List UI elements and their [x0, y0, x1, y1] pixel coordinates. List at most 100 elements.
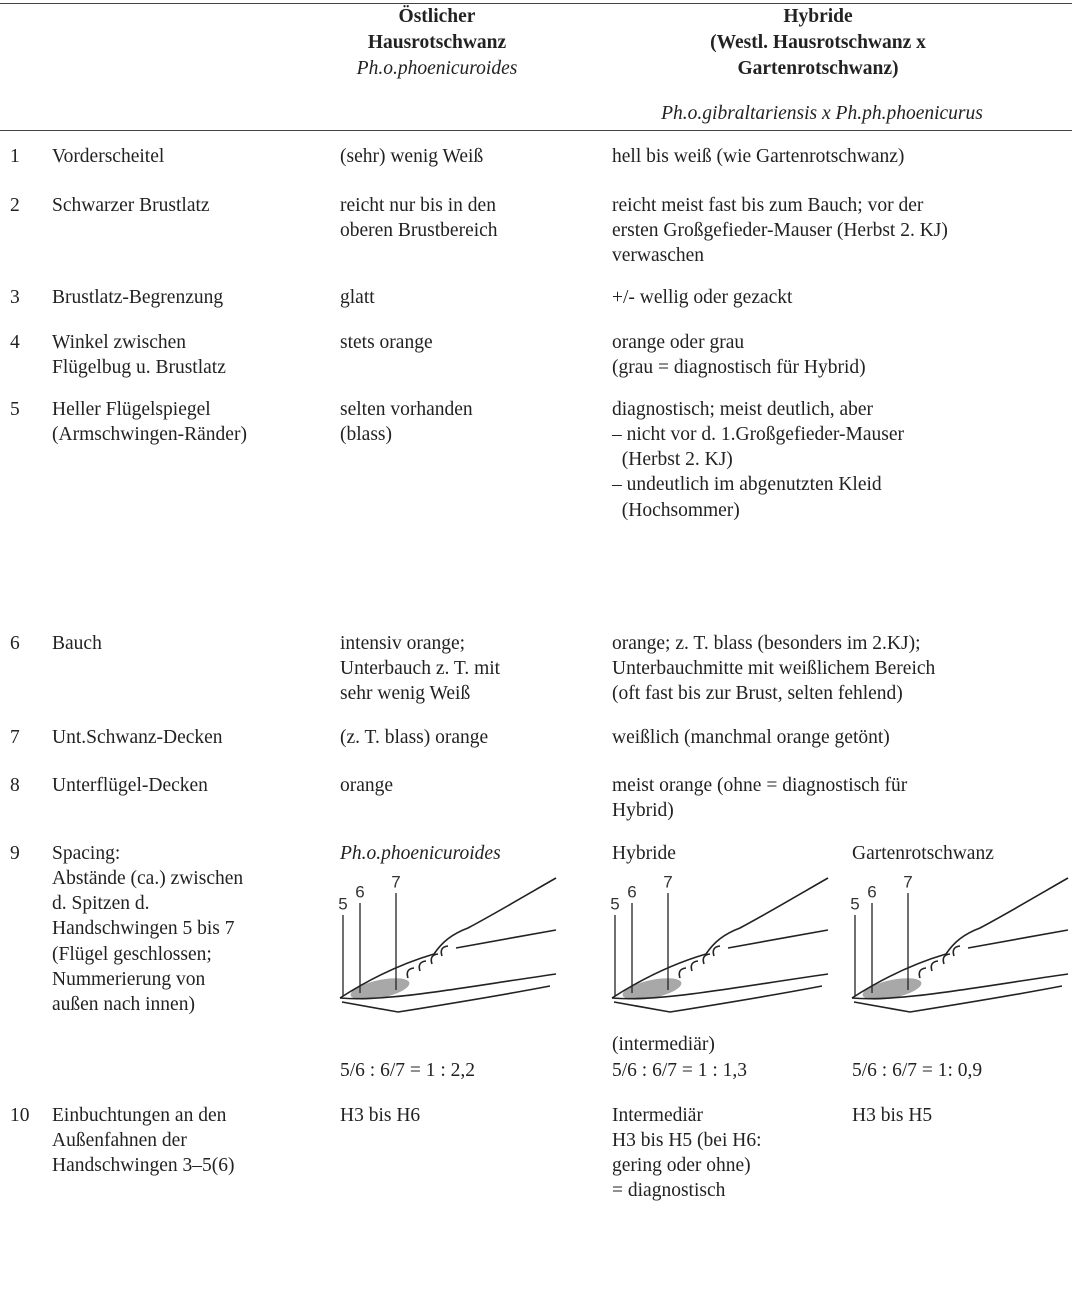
cell-feature: Einbuchtungen an den [52, 1103, 226, 1128]
cell-hybrid: hell bis weiß (wie Gartenrotschwanz) [612, 144, 904, 169]
wing-outline [456, 930, 556, 948]
cell-feature: außen nach innen) [52, 992, 195, 1017]
cell-feature: Flügelbug u. Brustlatz [52, 355, 226, 380]
wing-outline [340, 878, 556, 998]
page: ÖstlicherHausrotschwanzPh.o.phoenicuroid… [0, 0, 1072, 1290]
primary-number: 7 [663, 872, 672, 891]
cell-hybrid: +/- wellig oder gezackt [612, 285, 792, 310]
cell-eastern: sehr wenig Weiß [340, 681, 470, 706]
cell-hybrid: orange; z. T. blass (besonders im 2.KJ); [612, 631, 921, 656]
cell-eastern: reicht nur bis in den [340, 193, 496, 218]
header-title: Östlicher [399, 4, 476, 29]
cell-eastern: (blass) [340, 422, 392, 447]
cell-hybrid: gering oder ohne) [612, 1153, 751, 1178]
wing-outline [968, 930, 1068, 948]
header-title: Gartenrotschwanz) [737, 56, 898, 81]
spacing-label: Gartenrotschwanz [852, 841, 994, 866]
header-rule [0, 130, 1072, 131]
cell-feature: Spacing: [52, 841, 120, 866]
cell-feature: (Armschwingen-Ränder) [52, 422, 247, 447]
cell-hybrid: weißlich (manchmal orange getönt) [612, 725, 890, 750]
header-title: (Westl. Hausrotschwanz x [710, 30, 926, 55]
wing-patch [621, 974, 683, 1004]
cell-feature: Unt.Schwanz-Decken [52, 725, 223, 750]
wing-feathers [407, 946, 448, 978]
cell-feature: Unterflügel-Decken [52, 773, 208, 798]
cell-hybrid: (oft fast bis zur Brust, selten fehlend) [612, 681, 903, 706]
wing-outline [852, 878, 1068, 998]
cell-hybrid: meist orange (ohne = diagnostisch für [612, 773, 907, 798]
primary-number: 5 [338, 894, 347, 913]
cell-eastern: (z. T. blass) orange [340, 725, 488, 750]
wing-illustration: 567 [338, 870, 558, 1030]
wing-feathers [919, 946, 960, 978]
cell-hybrid: – undeutlich im abgenutzten Kleid [612, 472, 882, 497]
header-latin: Ph.o.phoenicuroides [357, 56, 518, 81]
cell-feature: Brustlatz-Begrenzung [52, 285, 223, 310]
cell-eastern: stets orange [340, 330, 433, 355]
primary-number: 6 [867, 882, 876, 901]
wing-patch [861, 974, 923, 1004]
cell-hybrid: – nicht vor d. 1.Großgefieder-Mauser [612, 422, 904, 447]
cell-feature: Schwarzer Brustlatz [52, 193, 210, 218]
primary-number: 7 [903, 872, 912, 891]
cell-hybrid: diagnostisch; meist deutlich, aber [612, 397, 873, 422]
wing-feathers [679, 946, 720, 978]
cell-hybrid: orange oder grau [612, 330, 744, 355]
cell-hybrid: (grau = diagnostisch für Hybrid) [612, 355, 866, 380]
row-number: 2 [10, 193, 20, 218]
cell-feature: Handschwingen 3–5(6) [52, 1153, 235, 1178]
cell-hybrid: Unterbauchmitte mit weißlichem Bereich [612, 656, 935, 681]
row-number: 5 [10, 397, 20, 422]
row-number: 9 [10, 841, 20, 866]
cell-hybrid: reicht meist fast bis zum Bauch; vor der [612, 193, 923, 218]
cell-feature: Außenfahnen der [52, 1128, 187, 1153]
wing-illustration: 56 7 [610, 870, 830, 1030]
primary-number: 5 [610, 894, 619, 913]
cell-hybrid: (Hochsommer) [612, 498, 740, 523]
cell-feature: Nummerierung von [52, 967, 205, 992]
wing-outline [728, 930, 828, 948]
row-number: 4 [10, 330, 20, 355]
cell-garden: H3 bis H5 [852, 1103, 932, 1128]
cell-hybrid: Intermediär [612, 1103, 703, 1128]
cell-hybrid: H3 bis H5 (bei H6: [612, 1128, 762, 1153]
primary-number: 5 [850, 894, 859, 913]
row-number: 6 [10, 631, 20, 656]
row-number: 8 [10, 773, 20, 798]
header-latin: Ph.o.gibraltariensis x Ph.ph.phoenicurus [661, 101, 983, 126]
spacing-label: Hybride [612, 841, 676, 866]
cell-hybrid: ersten Großgefieder-Mauser (Herbst 2. KJ… [612, 218, 948, 243]
cell-eastern: glatt [340, 285, 375, 310]
cell-eastern: orange [340, 773, 393, 798]
cell-eastern: intensiv orange; [340, 631, 465, 656]
cell-hybrid: = diagnostisch [612, 1178, 725, 1203]
cell-eastern: selten vorhanden [340, 397, 473, 422]
header-title: Hybride [783, 4, 852, 29]
cell-feature: d. Spitzen d. [52, 891, 150, 916]
cell-hybrid: Hybrid) [612, 798, 674, 823]
row-number: 3 [10, 285, 20, 310]
primary-number: 6 [355, 882, 364, 901]
row-number: 10 [10, 1103, 30, 1128]
row-number: 1 [10, 144, 20, 169]
spacing-caption: 5/6 : 6/7 = 1 : 2,2 [340, 1058, 475, 1083]
cell-eastern: (sehr) wenig Weiß [340, 144, 483, 169]
cell-feature: Vorderscheitel [52, 144, 164, 169]
cell-eastern: oberen Brustbereich [340, 218, 498, 243]
cell-hybrid: (Herbst 2. KJ) [612, 447, 733, 472]
top-rule [0, 3, 1072, 4]
spacing-label: Ph.o.phoenicuroides [340, 841, 501, 866]
primary-number: 6 [627, 882, 636, 901]
cell-feature: Heller Flügelspiegel [52, 397, 211, 422]
spacing-caption: (intermediär) [612, 1032, 715, 1057]
cell-eastern: Unterbauch z. T. mit [340, 656, 500, 681]
row-number: 7 [10, 725, 20, 750]
header-title: Hausrotschwanz [368, 30, 506, 55]
cell-feature: Abstände (ca.) zwischen [52, 866, 243, 891]
cell-feature: Bauch [52, 631, 102, 656]
cell-feature: Handschwingen 5 bis 7 [52, 916, 235, 941]
cell-feature: Winkel zwischen [52, 330, 186, 355]
wing-outline [612, 878, 828, 998]
wing-illustration: 56 7 [850, 870, 1070, 1030]
